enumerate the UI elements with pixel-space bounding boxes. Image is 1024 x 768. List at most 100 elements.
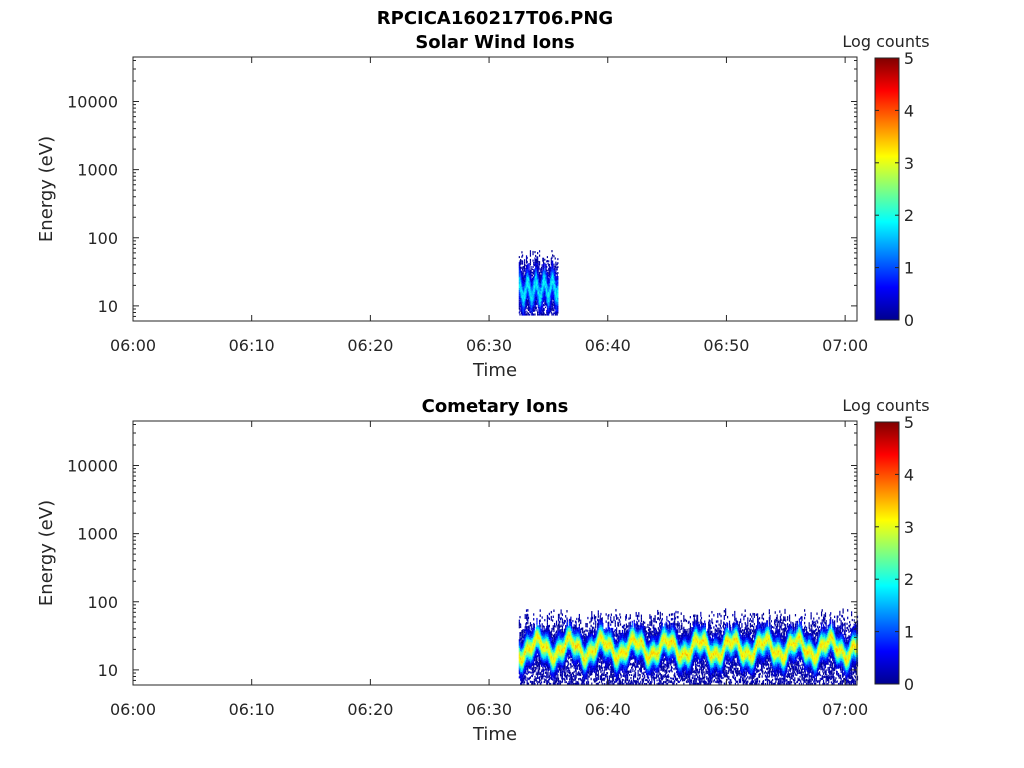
heatmap-cell [547, 646, 549, 649]
heatmap-cell [518, 663, 520, 666]
heatmap-cell [580, 651, 582, 654]
heatmap-cell [559, 642, 561, 645]
heatmap-cell [586, 649, 588, 652]
heatmap-cell [610, 616, 612, 619]
heatmap-cell [553, 622, 556, 626]
heatmap-cell [529, 652, 532, 655]
heatmap-cell [541, 278, 543, 281]
heatmap-cell [540, 630, 542, 633]
heatmap-cell [523, 659, 525, 661]
heatmap-cell [531, 680, 533, 683]
heatmap-cell [574, 646, 576, 649]
heatmap-cell [523, 313, 525, 316]
heatmap-cell [533, 628, 535, 631]
heatmap-cell [547, 650, 549, 654]
heatmap-cell [526, 680, 528, 683]
heatmap-cell [534, 272, 536, 275]
heatmap-cell [550, 302, 552, 305]
heatmap-cell [528, 658, 530, 662]
heatmap-cell [555, 633, 557, 637]
heatmap-cell [525, 290, 527, 292]
heatmap-cell [544, 638, 546, 642]
heatmap-cell [595, 638, 597, 641]
heatmap-cell [569, 671, 571, 674]
heatmap-cell [559, 655, 562, 659]
heatmap-cell [519, 262, 521, 265]
heatmap-cell [535, 296, 537, 299]
heatmap-cell [537, 300, 539, 303]
heatmap-cell [533, 270, 535, 273]
heatmap-cell [555, 287, 558, 290]
heatmap-cell [525, 303, 527, 306]
heatmap-cell [565, 641, 567, 644]
heatmap-cell [546, 641, 549, 644]
heatmap-cell [525, 282, 528, 285]
heatmap-cell [576, 656, 579, 659]
heatmap-cell [532, 276, 534, 279]
heatmap-cell [555, 265, 557, 267]
heatmap-cell [548, 275, 550, 278]
heatmap-cell [554, 671, 556, 674]
heatmap-cell [610, 613, 612, 616]
heatmap-cell [544, 646, 547, 648]
heatmap-cell [552, 673, 554, 676]
heatmap-cell [574, 627, 577, 630]
heatmap-cell [535, 275, 537, 278]
heatmap-cell [531, 312, 533, 314]
heatmap-cell [546, 636, 548, 639]
heatmap-cell [539, 312, 541, 314]
heatmap-cell [584, 639, 586, 642]
heatmap-cell [552, 293, 554, 296]
heatmap-cell [522, 286, 524, 289]
heatmap-cell [580, 633, 582, 636]
heatmap-cell [526, 635, 528, 639]
heatmap-cell [535, 261, 537, 264]
heatmap-cell [552, 287, 554, 290]
heatmap-cell [549, 281, 551, 284]
heatmap-cell [532, 643, 534, 645]
heatmap-cell [550, 274, 552, 277]
heatmap-cell [520, 637, 522, 640]
heatmap-cell [563, 660, 565, 663]
heatmap-cell [525, 637, 528, 640]
heatmap-cell [548, 288, 550, 291]
heatmap-cell [550, 630, 552, 634]
heatmap-cell [520, 663, 522, 666]
heatmap-cell [553, 290, 556, 292]
heatmap-cell [586, 660, 588, 663]
heatmap-cell [524, 293, 526, 296]
heatmap-cell [556, 657, 558, 660]
heatmap-cell [574, 658, 577, 661]
heatmap-cell [563, 633, 565, 636]
heatmap-cell [563, 642, 565, 645]
heatmap-cell [609, 668, 611, 671]
heatmap-cell [587, 636, 590, 638]
heatmap-cell [555, 295, 558, 298]
heatmap-cell [537, 258, 539, 261]
heatmap-cell [548, 264, 550, 267]
heatmap-cell [585, 667, 587, 671]
heatmap-cell [581, 651, 583, 654]
heatmap-cell [525, 267, 527, 270]
heatmap-cell [572, 632, 575, 635]
heatmap-cell [520, 643, 522, 646]
heatmap-cell [538, 647, 540, 650]
heatmap-cell [555, 657, 557, 660]
heatmap-cell [570, 633, 572, 636]
heatmap-cell [540, 654, 543, 656]
heatmap-cell [548, 285, 550, 288]
heatmap-cell [557, 680, 560, 683]
heatmap-cell [518, 656, 520, 659]
heatmap-cell [530, 266, 532, 268]
heatmap-cell [545, 270, 547, 273]
heatmap-cell [588, 663, 590, 665]
heatmap-cell [525, 627, 528, 630]
heatmap-cell [550, 676, 552, 679]
heatmap-cell [541, 668, 543, 672]
heatmap-cell [531, 667, 533, 670]
heatmap-cell [537, 294, 539, 297]
heatmap-cell [522, 262, 524, 265]
heatmap-cell [569, 643, 571, 646]
heatmap-cell [525, 293, 527, 296]
heatmap-cell [525, 284, 527, 287]
